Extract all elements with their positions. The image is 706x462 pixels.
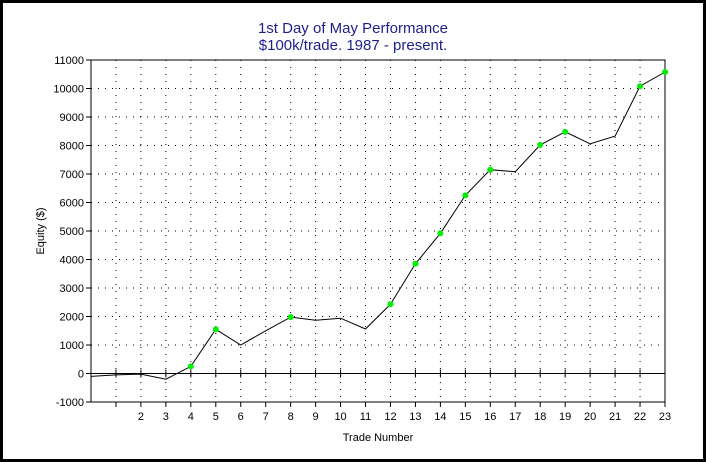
y-tick-label: 8000: [60, 141, 84, 153]
x-tick-label: 2: [138, 411, 144, 423]
y-tick-label: 6000: [60, 198, 84, 210]
series-layer: [90, 68, 668, 380]
data-point-marker: [437, 230, 444, 237]
x-tick-label: 6: [238, 411, 244, 423]
data-point-marker: [412, 260, 419, 267]
y-tick-label: 10000: [53, 84, 84, 96]
data-point-marker: [662, 68, 668, 75]
axes: -1000 0 1000 2000 3000 4000 5000 6000 7000 8000 90…: [53, 55, 671, 423]
x-tick-label: 23: [659, 411, 671, 423]
y-axis-label: Equity ($): [35, 207, 47, 254]
x-tick-label: 17: [509, 411, 521, 423]
data-point-marker: [387, 301, 394, 308]
data-point-marker: [637, 83, 644, 90]
y-tick-label: 7000: [60, 169, 84, 181]
x-tick-label: 14: [434, 411, 446, 423]
x-tick-label: 10: [334, 411, 346, 423]
x-tick-label: 15: [459, 411, 471, 423]
x-tick-label: 21: [609, 411, 621, 423]
data-point-marker: [537, 141, 544, 148]
x-tick-label: 5: [213, 411, 219, 423]
y-tick-label: -1000: [56, 397, 84, 409]
grid-lines: [91, 60, 665, 402]
y-tick-label: 9000: [60, 112, 84, 124]
y-tick-label: 3000: [60, 283, 84, 295]
x-tick-label: 8: [288, 411, 294, 423]
x-tick-label: 20: [584, 411, 596, 423]
x-tick-label: 16: [484, 411, 496, 423]
y-tick-label: 2000: [60, 312, 84, 324]
chart-title: 1st Day of May Performance: [257, 20, 449, 37]
chart-subtitle: $100k/trade. 1987 - present.: [258, 37, 448, 54]
y-tick-label: 0: [78, 369, 84, 381]
x-tick-label: 22: [634, 411, 646, 423]
data-point-marker: [487, 166, 494, 173]
data-point-marker: [287, 314, 294, 321]
x-tick-label: 12: [384, 411, 396, 423]
x-tick-label: 13: [409, 411, 421, 423]
x-tick-label: 9: [313, 411, 319, 423]
x-tick-label: 4: [188, 411, 194, 423]
y-tick-label: 4000: [60, 255, 84, 267]
y-tick-label: 1000: [60, 340, 84, 352]
data-point-marker: [462, 192, 469, 199]
x-tick-label: 11: [360, 411, 371, 423]
equity-line: [90, 71, 666, 380]
y-tick-label: 5000: [60, 226, 84, 238]
x-tick-label: 7: [263, 411, 269, 423]
x-tick-label: 3: [163, 411, 169, 423]
y-tick-label: 11000: [54, 55, 84, 67]
x-tick-label: 19: [559, 411, 571, 423]
x-axis-label: Trade Number: [343, 432, 414, 444]
data-point-marker: [562, 128, 569, 135]
data-point-marker: [187, 363, 194, 370]
x-tick-label: 18: [534, 411, 546, 423]
data-point-marker: [212, 326, 219, 333]
